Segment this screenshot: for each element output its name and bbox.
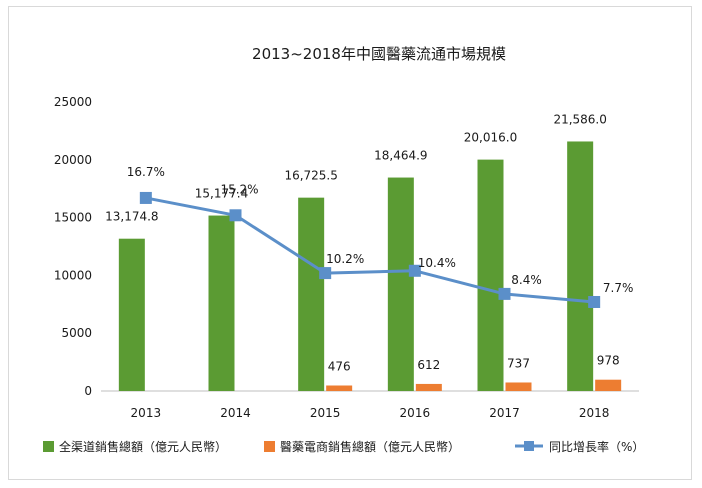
data-labels: 13,174.8 15,177.4 16,725.5 18,464.9 20,016.0… — [105, 112, 633, 373]
legend: 全渠道銷售總額（億元人民幣） 醫藥電商銷售總額（億元人民幣） 同比增長率（%） — [43, 439, 644, 454]
data-label-total: 15,177.4 — [195, 187, 248, 201]
axes: 0 5000 10000 15000 20000 25000 2013 2014 2015 201… — [54, 95, 639, 420]
data-label-ecommerce: 476 — [328, 359, 351, 373]
bar-ecommerce — [505, 382, 532, 391]
x-tick-label: 2017 — [489, 406, 520, 420]
y-tick-label: 20000 — [54, 153, 92, 167]
bar-total — [208, 215, 235, 391]
growth-marker — [498, 287, 511, 300]
data-label-total: 13,174.8 — [105, 210, 158, 224]
bar-ecommerce — [595, 379, 622, 391]
legend-label: 同比增長率（%） — [549, 439, 644, 454]
legend-swatch-bar — [264, 441, 275, 452]
data-label-ecommerce: 978 — [597, 354, 620, 368]
data-label-total: 18,464.9 — [374, 149, 427, 163]
growth-marker — [139, 191, 152, 204]
growth-marker — [408, 264, 421, 277]
bar-total — [477, 159, 504, 391]
bar-ecommerce — [326, 385, 353, 391]
y-tick-label: 0 — [84, 384, 92, 398]
growth-line — [139, 191, 601, 308]
data-label-growth: 7.7% — [603, 281, 634, 295]
data-label-total: 21,586.0 — [553, 112, 606, 126]
bar-ecommerce — [415, 383, 442, 391]
legend-label: 醫藥電商銷售總額（億元人民幣） — [280, 439, 460, 454]
x-tick-label: 2014 — [220, 406, 251, 420]
legend-label: 全渠道銷售總額（億元人民幣） — [59, 439, 227, 454]
x-tick-label: 2015 — [310, 406, 341, 420]
bar-total — [298, 197, 325, 391]
x-tick-label: 2018 — [579, 406, 610, 420]
growth-marker — [319, 267, 332, 280]
data-label-growth: 16.7% — [127, 165, 165, 179]
bar-total — [118, 238, 145, 391]
x-tick-label: 2013 — [131, 406, 162, 420]
data-label-ecommerce: 737 — [507, 356, 530, 370]
growth-marker — [229, 209, 242, 222]
chart-title: 2013~2018年中國醫藥流通市場規模 — [252, 45, 506, 63]
bars — [118, 141, 622, 391]
data-label-growth: 10.2% — [326, 252, 364, 266]
data-label-growth: 10.4% — [418, 256, 456, 270]
data-label-total: 20,016.0 — [464, 131, 517, 145]
bar-total — [387, 177, 414, 391]
y-tick-label: 5000 — [61, 326, 92, 340]
y-tick-label: 15000 — [54, 211, 92, 225]
data-label-total: 16,725.5 — [284, 169, 337, 183]
y-tick-label: 25000 — [54, 95, 92, 109]
growth-line-path — [145, 196, 595, 304]
y-tick-label: 10000 — [54, 268, 92, 282]
chart-frame: 2013~2018年中國醫藥流通市場規模 0 5000 10000 15000 2000… — [8, 6, 692, 480]
x-tick-label: 2016 — [400, 406, 431, 420]
legend-swatch-bar — [43, 441, 54, 452]
growth-marker — [588, 295, 601, 308]
data-label-ecommerce: 612 — [417, 358, 440, 372]
data-label-growth: 15.2% — [220, 182, 258, 196]
bar-total — [567, 141, 594, 391]
data-label-growth: 8.4% — [511, 273, 542, 287]
legend-swatch-marker — [524, 441, 534, 451]
